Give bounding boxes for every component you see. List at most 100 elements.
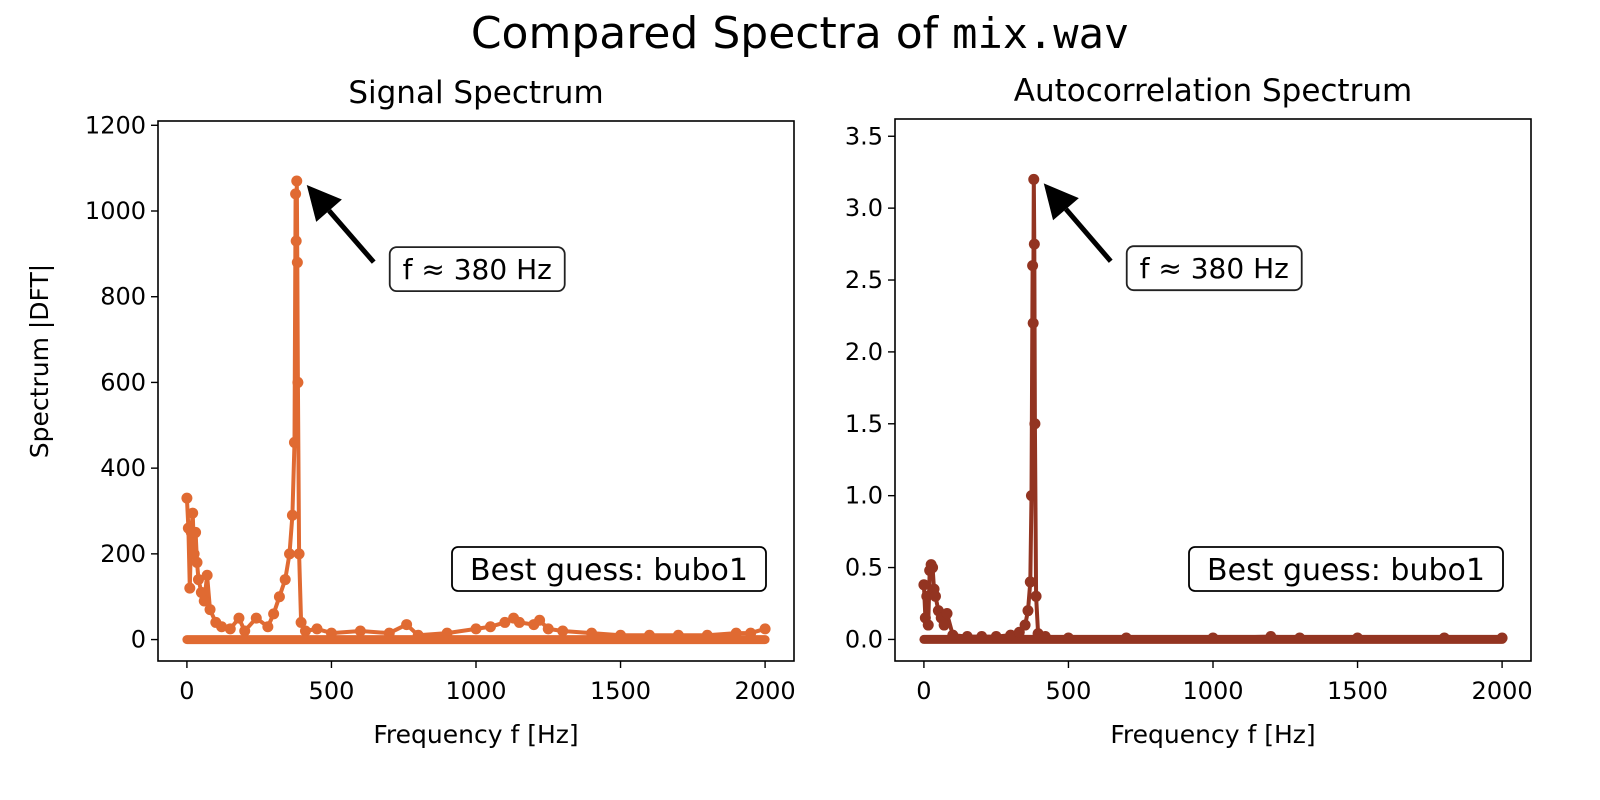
y-axis-label: Spectrum |DFT| <box>25 264 54 458</box>
data-point <box>759 623 771 635</box>
y-tick-label: 0.0 <box>845 625 883 653</box>
annotation-arrow-shaft <box>327 209 376 264</box>
y-tick-label: 1000 <box>85 197 146 225</box>
data-point <box>198 595 210 607</box>
data-point <box>201 569 213 581</box>
data-point <box>204 604 216 616</box>
data-point <box>284 548 296 560</box>
annotation-arrow-head <box>1043 183 1079 221</box>
x-tick-label: 1000 <box>1182 677 1243 705</box>
data-point <box>1207 632 1219 644</box>
x-tick-label: 1000 <box>445 677 506 705</box>
annotation-text: f ≈ 380 Hz <box>403 253 552 286</box>
data-point <box>1120 632 1132 644</box>
annotation-text: f ≈ 380 Hz <box>1140 252 1289 285</box>
data-point <box>1030 590 1042 602</box>
data-point <box>921 590 933 602</box>
data-point <box>181 492 193 504</box>
data-point <box>295 616 307 628</box>
y-tick-label: 2.0 <box>845 338 883 366</box>
data-point <box>1027 317 1039 329</box>
data-point <box>961 631 973 643</box>
data-point <box>1265 631 1277 643</box>
data-point <box>941 608 953 620</box>
data-point <box>1496 632 1508 644</box>
data-point <box>1028 173 1040 185</box>
y-tick-label: 400 <box>100 454 146 482</box>
annotation-arrow-shaft <box>1064 207 1113 263</box>
data-point <box>290 188 302 200</box>
data-point <box>557 625 569 637</box>
data-point <box>929 590 941 602</box>
data-point <box>643 629 655 641</box>
data-point <box>293 548 305 560</box>
x-tick-label: 2000 <box>735 677 796 705</box>
data-point <box>615 629 627 641</box>
y-tick-label: 0 <box>131 626 146 654</box>
signal-spectrum-panel: Signal Spectrum 0 500 1000 1500 2000 0 200 400 60… <box>25 75 796 749</box>
data-point <box>534 614 546 626</box>
y-tick-label: 800 <box>100 283 146 311</box>
best-guess-text: Best guess: bubo1 <box>470 553 748 588</box>
x-tick-label: 500 <box>1046 677 1092 705</box>
figure-title-prefix: Compared Spectra of <box>470 8 953 59</box>
best-guess-box <box>1188 546 1504 592</box>
data-point <box>1027 260 1039 272</box>
data-series <box>918 173 1508 644</box>
data-point <box>216 621 228 633</box>
x-tick-label: 0 <box>916 677 931 705</box>
x-tick-label: 2000 <box>1472 677 1533 705</box>
data-point <box>412 629 424 641</box>
figure-title-filename: mix.wav <box>952 9 1130 58</box>
data-point <box>184 582 196 594</box>
data-point <box>354 625 366 637</box>
annotation-arrow-head <box>306 185 342 222</box>
data-point <box>299 625 311 637</box>
data-point <box>286 509 298 521</box>
x-axis-label: Frequency f [Hz] <box>1110 720 1315 749</box>
data-point <box>191 556 203 568</box>
data-point <box>470 623 482 635</box>
y-tick-label: 3.0 <box>845 194 883 222</box>
y-tick-label: 2.5 <box>845 266 883 294</box>
data-point <box>701 629 713 641</box>
data-point <box>192 574 204 586</box>
y-tick-label: 3.5 <box>845 122 883 150</box>
data-point <box>268 608 280 620</box>
x-tick-label: 1500 <box>1327 677 1388 705</box>
data-point <box>976 631 988 643</box>
figure-title: Compared Spectra of mix.wav <box>0 8 1600 59</box>
y-tick-label: 1200 <box>85 111 146 139</box>
data-point <box>499 616 511 628</box>
y-tick-label: 600 <box>100 368 146 396</box>
data-point <box>1352 632 1364 644</box>
data-point <box>401 619 413 631</box>
data-point <box>1025 490 1037 502</box>
data-point <box>1294 632 1306 644</box>
data-point <box>990 631 1002 643</box>
x-tick-label: 500 <box>309 677 355 705</box>
data-point <box>291 256 303 268</box>
best-guess-text: Best guess: bubo1 <box>1207 553 1485 588</box>
subplot-title: Autocorrelation Spectrum <box>1014 73 1412 109</box>
data-point <box>672 629 684 641</box>
data-point <box>239 625 251 637</box>
y-tick-label: 0.5 <box>845 554 883 582</box>
data-series <box>181 175 771 645</box>
data-point <box>383 627 395 639</box>
x-tick-label: 0 <box>179 677 194 705</box>
data-point <box>188 548 200 560</box>
data-point <box>1039 631 1051 643</box>
annotation-box <box>388 246 566 293</box>
x-axis-label: Frequency f [Hz] <box>373 720 578 749</box>
data-point <box>484 621 496 633</box>
data-point <box>1438 632 1450 644</box>
data-point <box>1005 629 1017 641</box>
data-point <box>1029 418 1041 430</box>
y-tick-label: 200 <box>100 540 146 568</box>
data-point <box>922 619 934 631</box>
autocorrelation-spectrum-panel: Autocorrelation Spectrum 0 500 1000 1500 2000… <box>845 73 1533 749</box>
subplot-title: Signal Spectrum <box>348 75 603 111</box>
data-point <box>441 627 453 639</box>
